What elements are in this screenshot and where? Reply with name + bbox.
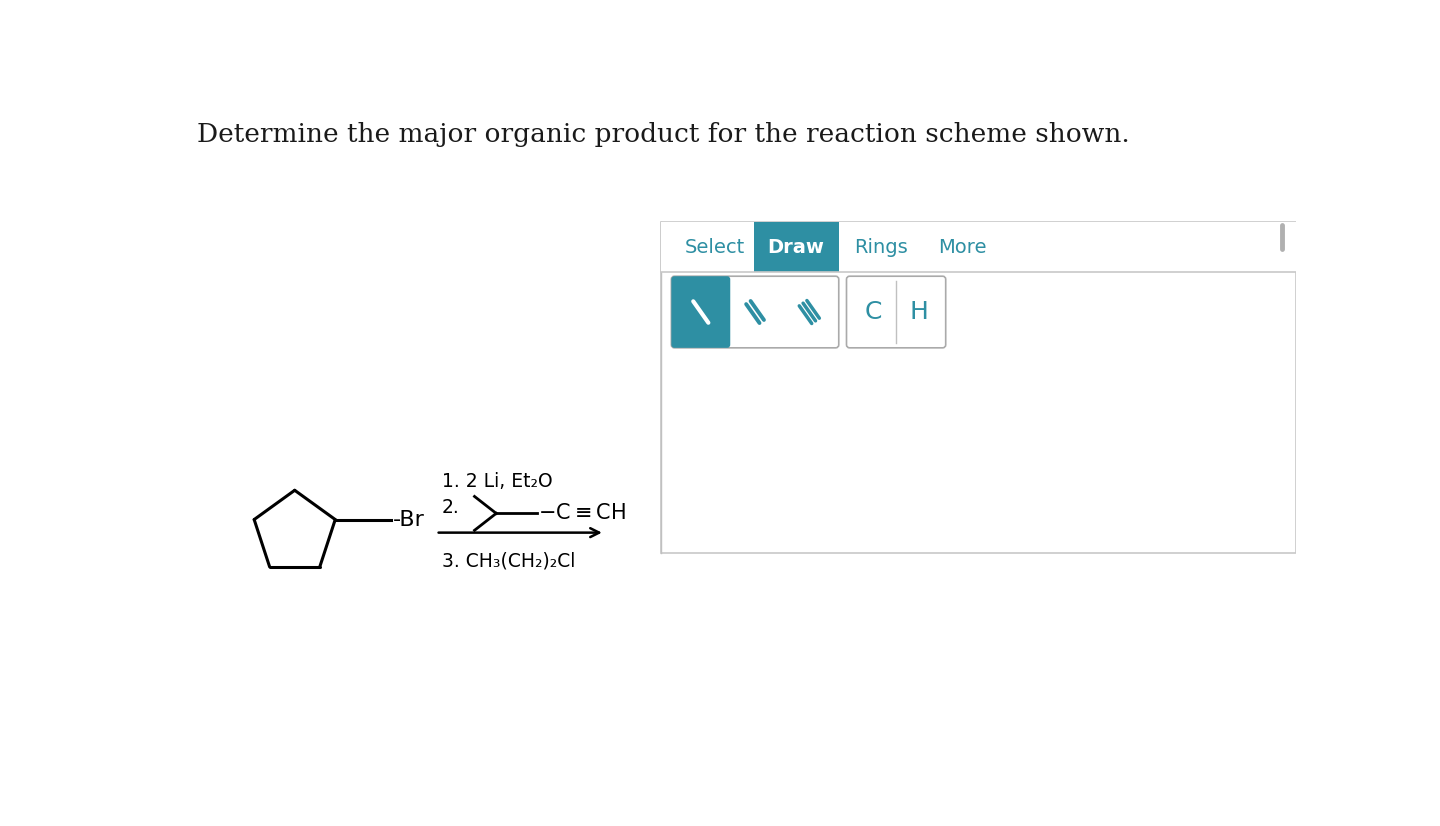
Text: H: H [910,300,929,324]
Text: More: More [939,238,986,257]
FancyBboxPatch shape [671,276,838,348]
Bar [661,222,1296,553]
Text: 1. 2 Li, Et₂O: 1. 2 Li, Et₂O [442,472,553,491]
Text: 3. CH₃(CH₂)₂Cl: 3. CH₃(CH₂)₂Cl [442,552,576,571]
Text: Draw: Draw [768,238,825,257]
Text: 2.: 2. [442,498,459,517]
FancyBboxPatch shape [671,276,730,348]
Bar [753,222,838,273]
FancyBboxPatch shape [847,276,946,348]
Text: C: C [864,300,881,324]
Bar [661,222,1296,273]
Text: $\mathsf{-C{\equiv}CH}$: $\mathsf{-C{\equiv}CH}$ [539,503,626,524]
Text: Select: Select [684,238,744,257]
Text: Determine the major organic product for the reaction scheme shown.: Determine the major organic product for … [197,122,1130,147]
Text: Rings: Rings [854,238,909,257]
Text: -Br: -Br [393,510,425,529]
